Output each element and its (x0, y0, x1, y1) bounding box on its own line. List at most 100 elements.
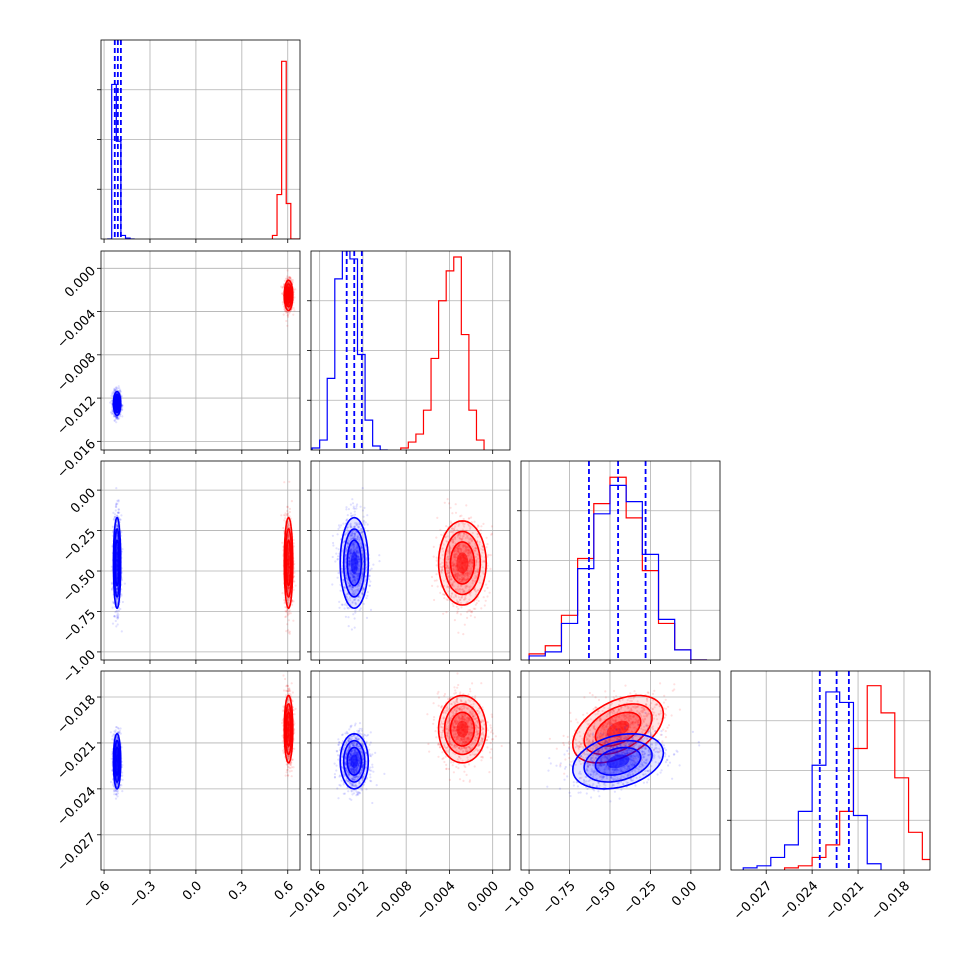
scatter-point (449, 579, 452, 582)
scatter-point (352, 505, 355, 508)
scatter-point (282, 526, 285, 530)
scatter-point (468, 609, 472, 612)
scatter-point (446, 564, 449, 568)
scatter-point (288, 609, 291, 612)
red-series-contour (283, 279, 294, 312)
scatter-point (490, 533, 493, 536)
scatter-point (462, 546, 465, 549)
scatter-point (116, 415, 119, 418)
scatter-point (338, 600, 341, 604)
scatter-point (468, 527, 472, 530)
scatter-point (342, 522, 345, 525)
scatter-point (450, 562, 454, 565)
scatter-point (472, 579, 475, 582)
scatter-point (449, 577, 452, 580)
scatter-point (459, 578, 462, 581)
scatter-point (289, 278, 292, 281)
scatter-point (282, 303, 285, 306)
scatter-point (293, 309, 296, 312)
scatter-point (462, 577, 465, 580)
scatter-point (474, 579, 477, 583)
scatter-point (447, 555, 450, 558)
scatter-point (462, 544, 465, 547)
scatter-point (287, 576, 290, 579)
scatter-point (288, 515, 291, 518)
scatter-point (469, 538, 472, 541)
scatter-point (116, 499, 119, 502)
scatter-point (113, 419, 116, 422)
scatter-point (461, 579, 464, 582)
scatter-point (468, 561, 471, 564)
scatter-point (446, 498, 449, 501)
scatter-point (469, 537, 472, 540)
scatter-point (464, 594, 468, 597)
scatter-point (463, 550, 466, 553)
scatter-point (457, 549, 460, 552)
scatter-point (121, 404, 124, 407)
scatter-point (456, 590, 459, 593)
scatter-point (294, 288, 297, 291)
scatter-point (452, 604, 455, 608)
scatter-point (455, 567, 458, 570)
scatter-point (459, 601, 462, 605)
scatter-point (116, 609, 119, 612)
scatter-point (113, 387, 116, 390)
scatter-point (468, 588, 471, 591)
scatter-point (445, 561, 448, 564)
scatter-point (354, 601, 357, 604)
scatter-point (482, 572, 485, 576)
scatter-point (476, 535, 479, 539)
scatter-point (483, 589, 486, 593)
scatter-point (116, 415, 119, 418)
scatter-point (335, 547, 338, 550)
scatter-point (287, 549, 290, 552)
red-series-contour (283, 516, 294, 610)
scatter-point (469, 526, 472, 529)
scatter-point (287, 574, 290, 577)
scatter-point (110, 565, 113, 568)
scatter-point (458, 547, 461, 550)
scatter-point (475, 570, 478, 573)
scatter-point (112, 518, 115, 521)
scatter-point (473, 588, 476, 591)
scatter-point (287, 281, 290, 284)
scatter-point (457, 600, 460, 603)
scatter-point (470, 521, 473, 524)
scatter-point (475, 590, 478, 594)
scatter-point (450, 530, 453, 534)
scatter-point (440, 533, 443, 536)
scatter-point (469, 610, 472, 613)
scatter-point (455, 552, 458, 555)
scatter-point (456, 572, 459, 575)
scatter-point (460, 537, 464, 541)
scatter-point (287, 535, 290, 538)
scatter-point (357, 574, 360, 578)
scatter-point (458, 544, 461, 547)
scatter-point (348, 560, 352, 564)
scatter-point (452, 540, 455, 543)
scatter-point (475, 602, 478, 605)
scatter-point (118, 517, 121, 521)
scatter-point (463, 522, 466, 525)
scatter-point (479, 575, 482, 578)
scatter-point (458, 543, 461, 546)
scatter-point (450, 575, 453, 578)
scatter-point (285, 311, 288, 314)
scatter-point (467, 554, 470, 557)
scatter-point (348, 562, 351, 566)
scatter-point (462, 573, 465, 576)
scatter-point (465, 529, 469, 532)
scatter-point (115, 534, 119, 537)
scatter-point (461, 544, 464, 547)
scatter-point (449, 547, 452, 550)
scatter-point (479, 529, 482, 532)
scatter-point (461, 521, 464, 524)
red-series-contour (449, 541, 476, 585)
scatter-point (112, 412, 115, 415)
scatter-point (120, 408, 123, 411)
scatter-point (366, 514, 369, 517)
scatter-point (287, 588, 290, 591)
blue-series-density (116, 551, 118, 575)
scatter-point (458, 537, 461, 540)
scatter-point (468, 559, 472, 562)
